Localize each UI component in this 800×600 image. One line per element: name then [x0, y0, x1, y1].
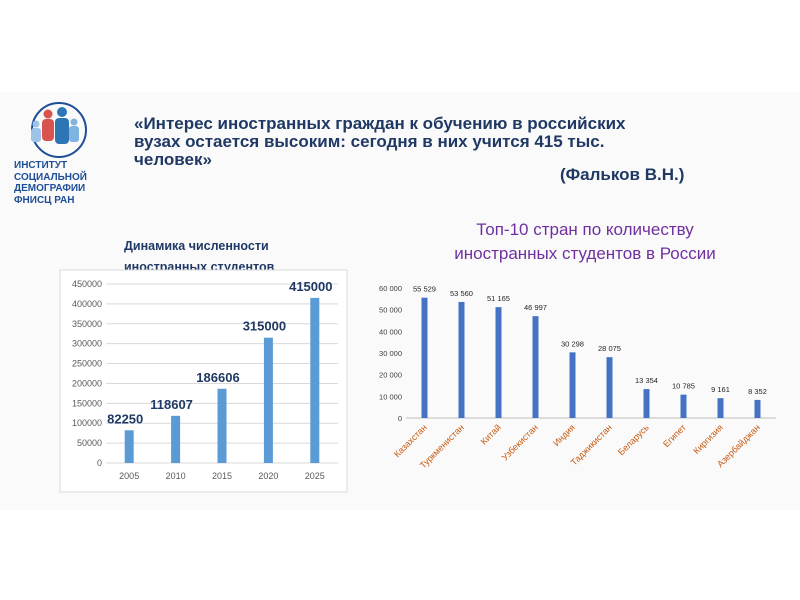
chart1-y-tick-label: 100000: [72, 418, 102, 428]
institute-name: ИНСТИТУТ СОЦИАЛЬНОЙ ДЕМОГРАФИИ ФНИСЦ РАН: [14, 160, 124, 206]
institute-logo-icon: [31, 102, 87, 158]
chart1-y-tick-label: 250000: [72, 359, 102, 369]
chart1-y-tick-label: 350000: [72, 319, 102, 329]
chart2-y-tick-label: 50 000: [379, 306, 402, 315]
chart2-x-tick-label: Киргизия: [691, 422, 725, 456]
quote-line: человек»: [134, 150, 212, 169]
chart1-data-label: 82250: [107, 411, 143, 426]
chart2-title-line: иностранных студентов в России: [454, 244, 716, 263]
chart1-bar: [310, 297, 320, 463]
chart2-bar: [532, 316, 539, 418]
chart2-data-label: 55 529: [413, 285, 436, 294]
quote-text: «Интерес иностранных граждан к обучению …: [134, 115, 774, 169]
institute-name-line: СОЦИАЛЬНОЙ: [14, 171, 87, 183]
chart1-x-tick-label: 2025: [305, 471, 325, 481]
quote-line: «Интерес иностранных граждан к обучению …: [134, 114, 626, 133]
chart2-y-tick-label: 60 000: [379, 284, 402, 293]
chart2-bar: [717, 398, 724, 418]
institute-name-line: ДЕМОГРАФИИ: [14, 183, 86, 194]
chart1-bar: [171, 415, 181, 463]
chart2-bar: [458, 301, 465, 418]
chart2-y-tick-label: 10 000: [379, 392, 402, 401]
chart1-y-tick-label: 200000: [72, 378, 102, 388]
chart1-bar: [217, 388, 227, 463]
chart1-title-line: Динамика численности: [124, 239, 269, 253]
chart1-y-tick-label: 300000: [72, 339, 102, 349]
chart1-data-label: 118607: [150, 397, 193, 412]
chart2-bar: [495, 307, 502, 418]
chart2-data-label: 53 560: [450, 289, 473, 298]
quote-line: вузах остается высоким: сегодня в них уч…: [134, 132, 605, 151]
chart2-data-label: 13 354: [635, 376, 658, 385]
chart1-y-tick-label: 150000: [72, 398, 102, 408]
chart1-x-tick-label: 2020: [258, 471, 278, 481]
institute-name-line: ИНСТИТУТ: [14, 160, 68, 171]
chart1-y-tick-label: 400000: [72, 299, 102, 309]
chart1-bar: [263, 337, 273, 463]
chart2-y-tick-label: 40 000: [379, 327, 402, 336]
chart2-bar: [569, 352, 576, 418]
chart2-y-tick-label: 0: [398, 414, 402, 423]
chart2-x-tick-label: Индия: [551, 422, 577, 448]
chart1-y-tick-label: 50000: [77, 438, 102, 448]
chart2-data-label: 9 161: [711, 385, 730, 394]
chart1-data-label: 315000: [243, 319, 286, 334]
chart2-data-label: 10 785: [672, 382, 695, 391]
chart1-x-tick-label: 2005: [119, 471, 139, 481]
chart1-y-tick-label: 0: [97, 458, 102, 468]
chart2-data-label: 8 352: [748, 387, 767, 396]
chart1-x-tick-label: 2015: [212, 471, 232, 481]
chart2-x-tick-label: Беларусь: [616, 422, 651, 457]
chart2-data-label: 46 997: [524, 303, 547, 312]
chart2-x-tick-label: Китай: [479, 422, 503, 446]
chart2-bar: [643, 389, 650, 418]
chart2-bar: [680, 394, 687, 418]
chart2-title-line: Топ-10 стран по количеству: [476, 220, 694, 239]
chart2-data-label: 30 298: [561, 339, 584, 348]
institute-name-line: ФНИСЦ РАН: [14, 194, 75, 206]
chart2-data-label: 51 165: [487, 294, 510, 303]
chart2-bar: [606, 357, 613, 418]
chart2-x-tick-label: Египет: [661, 422, 688, 449]
chart2-bar: [754, 399, 761, 418]
chart1-data-label: 415000: [289, 279, 332, 294]
chart1-x-tick-label: 2010: [166, 471, 186, 481]
chart1-plot-area: [59, 269, 348, 493]
chart2-y-tick-label: 30 000: [379, 349, 402, 358]
chart1-bar: [124, 430, 134, 463]
chart2-y-tick-label: 20 000: [379, 371, 402, 380]
quote-author: (Фальков В.Н.): [560, 165, 685, 184]
chart2-x-tick-label: Узбекистан: [500, 422, 540, 462]
chart2-title: Топ-10 стран по количеству иностранных с…: [380, 218, 790, 266]
chart1-y-tick-label: 450000: [72, 279, 102, 289]
chart1-data-label: 186606: [196, 370, 239, 385]
chart2-x-tick-label: Казахстан: [392, 422, 429, 459]
chart2-data-label: 28 075: [598, 344, 621, 353]
chart2-bar: [421, 297, 428, 418]
